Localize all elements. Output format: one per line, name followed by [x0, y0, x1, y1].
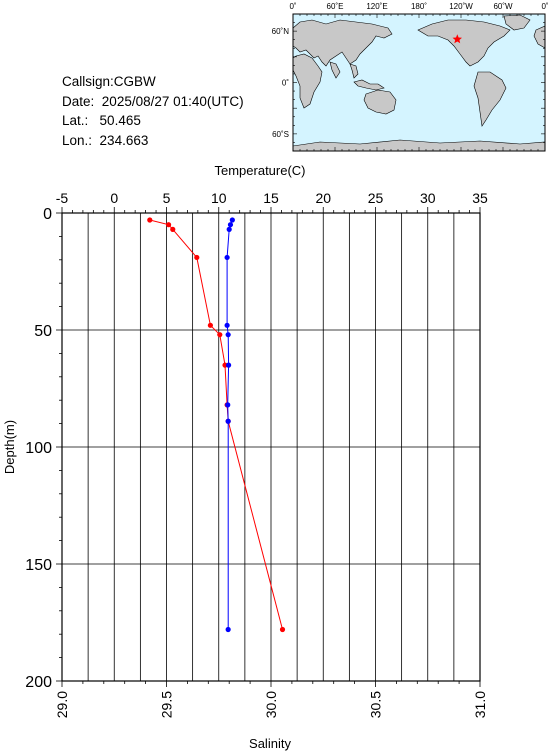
temperature-profile-line [149, 219, 283, 630]
salinity-data-point [225, 332, 231, 338]
depth-tick-label: 50 [34, 323, 52, 340]
salinity-tick-label: 30.5 [368, 691, 384, 718]
map-lon-label: 60˚E [327, 2, 344, 11]
map-ticks [292, 13, 546, 152]
map-lat-label: 60˚S [272, 130, 289, 139]
depth-axis-title: Depth(m) [2, 420, 17, 474]
salinity-data-point [227, 222, 234, 228]
temperature-tick-label: 10 [211, 190, 227, 206]
map-lat-label: 0˚ [282, 79, 289, 88]
australia-landmass [363, 89, 397, 115]
south-asia-landmass [329, 61, 359, 79]
lon-line: Lon.: 234.663 [62, 131, 244, 151]
salinity-data-point [224, 254, 230, 261]
africa-landmass [292, 53, 323, 109]
map-lon-label: 0˚ [289, 2, 296, 11]
map-lon-label: 0˚ [541, 2, 548, 11]
map-land [292, 14, 546, 152]
lon-value: 234.663 [99, 132, 149, 148]
lon-label: Lon.: [62, 132, 93, 148]
salinity-data-point [224, 322, 230, 328]
temperature-tick-label: 25 [368, 190, 384, 206]
europe-west-landmass [533, 25, 546, 49]
salinity-data-point [225, 418, 231, 424]
temperature-data-point [194, 254, 200, 261]
temperature-tick-label: 30 [420, 190, 436, 206]
date-label: Date: [62, 93, 95, 109]
indonesia-islands [353, 79, 385, 91]
salinity-profile-line [226, 219, 233, 630]
salinity-data-point [229, 217, 235, 223]
depth-tick-label: 150 [25, 557, 52, 574]
depth-tick-label: 0 [43, 206, 52, 223]
temperature-data-point [222, 362, 228, 368]
date-value: 2025/08/27 01:40(UTC) [101, 93, 244, 109]
temperature-data-point [225, 418, 231, 424]
temperature-data-point [224, 402, 230, 408]
salinity-tick-label: 30.0 [263, 691, 279, 718]
date-line: Date: 2025/08/27 01:40(UTC) [62, 92, 244, 112]
temperature-tick-label: 20 [315, 190, 331, 206]
greenland-landmass [503, 14, 531, 31]
salinity-tick-label: 31.0 [472, 691, 488, 718]
lat-value: 50.465 [99, 113, 141, 128]
temperature-data-point [279, 626, 286, 633]
chart-series [147, 217, 286, 633]
temperature-tick-label: 5 [163, 190, 171, 206]
map-lon-label: 60˚W [493, 2, 513, 11]
temperature-data-point [165, 222, 172, 228]
callsign-line: Callsign:CGBW [62, 72, 244, 92]
map-labels: 0˚ 60˚E 120˚E 180˚ 120˚W 60˚W 0˚ 60˚N 0˚ 60˚S [272, 2, 549, 139]
salinity-data-point [226, 226, 232, 232]
temperature-tick-label: 35 [472, 190, 488, 206]
map-lon-label: 120˚W [449, 2, 473, 11]
chart-frame [61, 212, 481, 682]
south-america-landmass [473, 71, 507, 127]
temperature-tick-label: -5 [56, 190, 69, 206]
temperature-tick-label: 0 [110, 190, 118, 206]
world-map: 0˚ 60˚E 120˚E 180˚ 120˚W 60˚W 0˚ 60˚N 0˚ 60˚S [272, 2, 549, 152]
map-lon-label: 180˚ [411, 2, 427, 11]
temperature-data-point [217, 332, 223, 338]
callsign-label: Callsign: [62, 74, 114, 89]
map-lat-label: 60˚N [272, 27, 290, 36]
salinity-data-point [225, 626, 231, 633]
station-info: Callsign:CGBW Date: 2025/08/27 01:40(UTC… [62, 72, 244, 150]
map-lon-label: 120˚E [366, 2, 387, 11]
temperature-data-point [170, 226, 176, 232]
lat-line: Lat.: 50.465 [62, 111, 244, 131]
temperature-tick-label: 15 [263, 190, 279, 206]
station-marker [452, 34, 462, 44]
depth-tick-label: 100 [25, 440, 52, 457]
salinity-tick-label: 29.5 [159, 691, 175, 718]
chart-grid [61, 212, 481, 682]
star-icon [452, 34, 462, 44]
salinity-axis-title: Salinity [249, 736, 291, 751]
salinity-tick-label: 29.0 [54, 691, 70, 718]
chart-ticks [56, 207, 481, 687]
salinity-data-point [225, 402, 231, 408]
depth-tick-label: 200 [25, 674, 52, 691]
salinity-data-point [225, 362, 232, 368]
temperature-data-point [207, 322, 213, 328]
callsign-value: CGBW [113, 74, 156, 89]
eurasia-landmass [292, 19, 393, 67]
lat-label: Lat.: [62, 113, 89, 128]
temperature-data-point [147, 217, 153, 223]
north-america-landmass [417, 19, 511, 67]
